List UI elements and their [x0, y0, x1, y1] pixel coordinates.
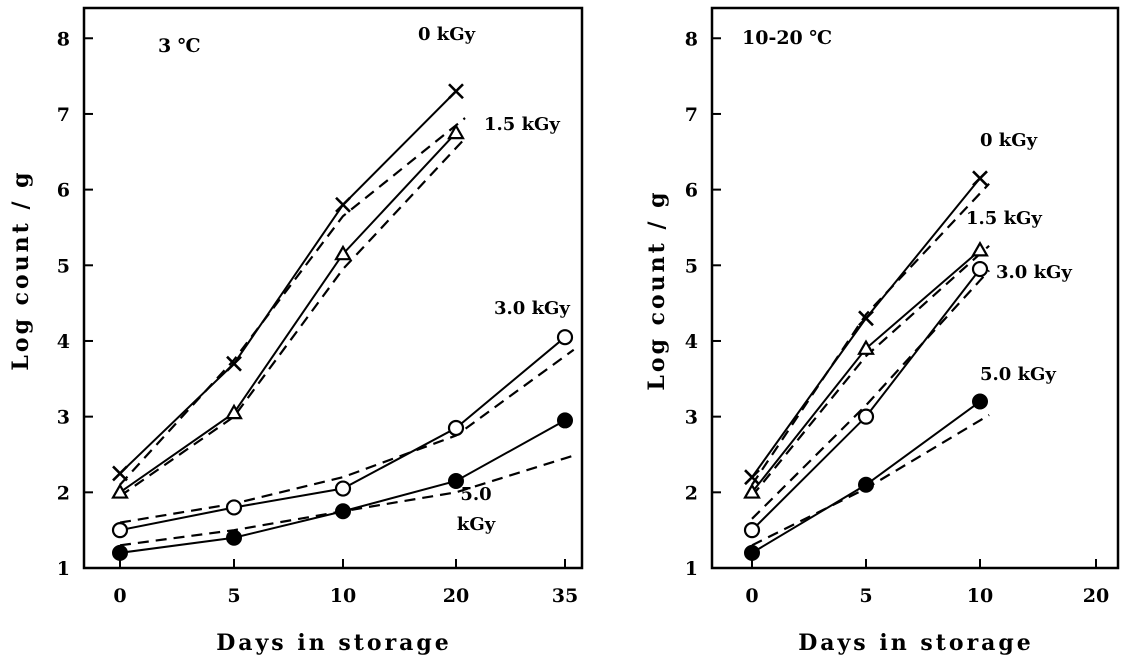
data-point-triangle — [971, 240, 989, 257]
series-line — [119, 132, 457, 494]
fit-line — [119, 137, 466, 498]
fit-line — [751, 269, 990, 520]
data-point-triangle — [225, 403, 243, 420]
data-point-triangle — [334, 244, 352, 261]
data-point-cross — [858, 310, 874, 327]
fit-line — [751, 414, 990, 547]
data-point-circle-filled — [557, 412, 573, 429]
data-point-triangle — [447, 123, 465, 140]
data-point-circle-filled — [858, 476, 874, 493]
data-point-circle-open — [111, 522, 129, 539]
plot-frame — [82, 6, 584, 570]
x-tick-label: 20 — [443, 585, 469, 607]
data-point-cross — [226, 355, 242, 372]
fit-line — [119, 117, 466, 486]
data-point-circle-filled — [335, 503, 351, 520]
series-label: kGy — [457, 514, 496, 535]
data-point-circle-open — [447, 419, 465, 437]
series-label: 3.0 kGy — [996, 262, 1072, 283]
y-tick-label: 6 — [685, 180, 698, 202]
data-point-cross — [448, 83, 464, 100]
y-tick-label: 4 — [685, 331, 698, 353]
series-label: 3.0 kGy — [494, 298, 570, 319]
series-2: 1.5 kGy — [111, 114, 560, 499]
data-point-cross — [972, 170, 988, 187]
y-tick-label: 1 — [685, 558, 698, 580]
series-3: 3.0 kGy — [743, 260, 1072, 539]
y-tick-label: 4 — [57, 331, 70, 353]
x-axis-title: Days in storage — [216, 630, 452, 656]
data-point-circle-open — [225, 499, 243, 516]
plot-frame — [710, 6, 1120, 570]
chart-panel-1: 1 2 3 4 5 6 7 8 0 5 10 20 35 Days in storage Log count… — [8, 6, 584, 656]
y-tick-label: 8 — [57, 28, 70, 50]
series-label: 0 kGy — [418, 24, 476, 45]
y-tick-label: 2 — [685, 482, 698, 504]
y-axis-title: Log count / g — [8, 169, 34, 370]
data-point-circle-filled — [226, 529, 242, 546]
series-4: 5.0 kGy — [112, 412, 575, 561]
x-tick-label: 10 — [967, 585, 993, 607]
data-point-triangle — [111, 483, 129, 499]
y-tick-label: 7 — [685, 104, 698, 126]
data-point-triangle — [743, 483, 761, 499]
y-axis-title: Log count / g — [644, 189, 670, 390]
series-label: 5.0 — [460, 484, 491, 505]
series-label: 0 kGy — [980, 130, 1038, 151]
data-point-circle-open — [743, 522, 761, 539]
fit-line — [751, 182, 990, 486]
x-tick-label: 0 — [113, 585, 126, 607]
panel-title: 3 ℃ — [158, 35, 201, 57]
data-point-circle-filled — [112, 544, 128, 561]
series-label: 1.5 kGy — [966, 208, 1042, 229]
y-tick-label: 6 — [57, 180, 70, 202]
series-line — [119, 90, 457, 475]
fit-line — [119, 348, 575, 524]
series-4: 5.0 kGy — [744, 364, 1056, 561]
series-1: 0 kGy — [112, 24, 476, 486]
data-point-circle-filled — [972, 393, 988, 410]
x-tick-label: 20 — [1083, 585, 1109, 607]
chart-panel-2: 1 2 3 4 5 6 7 8 0 5 10 20 Days in storage Log count /… — [644, 6, 1120, 656]
data-point-circle-open — [556, 329, 574, 346]
data-point-triangle — [857, 339, 875, 355]
series-2: 1.5 kGy — [743, 208, 1042, 499]
data-point-cross — [112, 465, 128, 482]
series-3: 3.0 kGy — [111, 298, 575, 539]
y-tick-label: 8 — [685, 28, 698, 50]
series-1: 0 kGy — [744, 130, 1038, 486]
series-label: 5.0 kGy — [980, 364, 1056, 385]
panel-title: 10-20 ℃ — [742, 27, 832, 49]
y-tick-label: 1 — [57, 558, 70, 580]
series-label: 1.5 kGy — [484, 114, 560, 135]
data-point-circle-open — [334, 480, 352, 497]
fit-line — [751, 244, 990, 497]
data-point-circle-open — [971, 260, 989, 278]
y-tick-label: 3 — [685, 407, 698, 429]
data-point-circle-filled — [448, 472, 464, 489]
fit-line — [119, 454, 575, 547]
y-tick-label: 5 — [57, 255, 70, 277]
series-line — [119, 336, 566, 532]
y-tick-label: 5 — [685, 255, 698, 277]
x-axis-title: Days in storage — [798, 630, 1034, 656]
data-point-cross — [335, 196, 351, 213]
data-point-circle-open — [857, 408, 875, 425]
x-tick-label: 35 — [552, 585, 578, 607]
y-tick-label: 2 — [57, 482, 70, 504]
x-tick-label: 0 — [745, 585, 758, 607]
y-tick-label: 7 — [57, 104, 70, 126]
x-tick-label: 5 — [227, 585, 240, 607]
x-tick-label: 10 — [330, 585, 356, 607]
y-tick-label: 3 — [57, 407, 70, 429]
data-point-circle-filled — [744, 544, 760, 561]
series-line — [751, 249, 981, 493]
data-point-cross — [744, 469, 760, 486]
x-tick-label: 5 — [859, 585, 872, 607]
